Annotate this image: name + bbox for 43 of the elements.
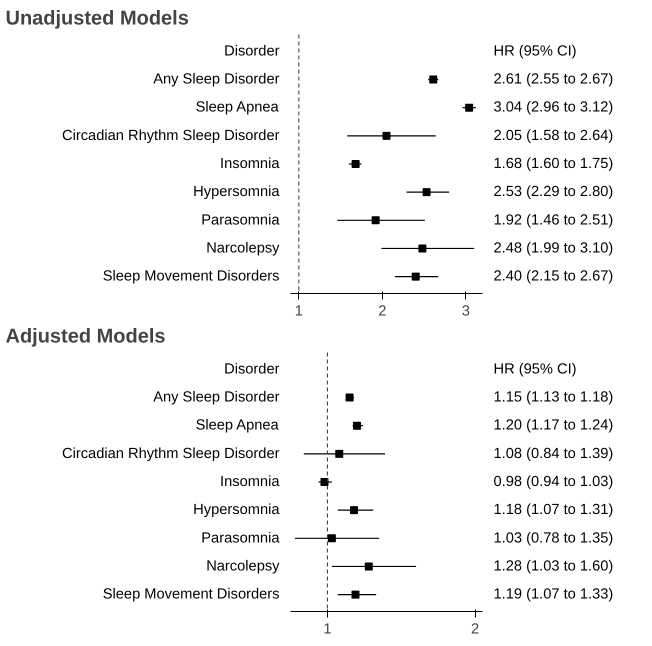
data-label: 1.15 (1.13 to 1.18): [494, 390, 614, 406]
y-tick-label: Parasomnia: [201, 530, 280, 546]
y-tick-label: Insomnia: [220, 156, 280, 172]
data-label: 2.61 (2.55 to 2.67): [494, 72, 614, 88]
text: Adjusted Models: [6, 326, 166, 348]
data-label: 3.04 (2.96 to 3.12): [494, 100, 614, 116]
y-tick-label: Hypersomnia: [193, 502, 280, 518]
text: Disorder: [224, 43, 280, 60]
y-tick-label: Narcolepsy: [206, 558, 280, 574]
y-tick-label: Circadian Rhythm Sleep Disorder: [62, 446, 280, 462]
x-tick-label: 2: [378, 304, 386, 320]
y-tick-label: Any Sleep Disorder: [153, 390, 280, 406]
y-tick-label: Sleep Apnea: [196, 100, 280, 116]
y-tick-label: Circadian Rhythm Sleep Disorder: [62, 128, 280, 144]
data-label: 1.68 (1.60 to 1.75): [494, 156, 614, 172]
text: Disorder: [224, 361, 280, 378]
data-label: 1.08 (0.84 to 1.39): [494, 446, 614, 462]
x-tick-label: 1: [323, 622, 332, 638]
data-label: 2.53 (2.29 to 2.80): [494, 184, 614, 200]
y-tick-label: Hypersomnia: [193, 184, 280, 200]
y-tick-label: Narcolepsy: [206, 240, 280, 256]
y-tick-label: Parasomnia: [201, 212, 280, 228]
data-label: 1.03 (0.78 to 1.35): [494, 530, 614, 546]
y-tick-label: Sleep Movement Disorders: [102, 268, 280, 285]
y-tick-label: Any Sleep Disorder: [153, 72, 280, 88]
data-label: 0.98 (0.94 to 1.03): [494, 474, 614, 490]
y-tick-label: Sleep Apnea: [196, 418, 280, 434]
data-label: 2.05 (1.58 to 2.64): [494, 128, 614, 144]
data-label: 2.48 (1.99 to 3.10): [494, 240, 614, 256]
data-label: 1.20 (1.17 to 1.24): [494, 418, 614, 434]
data-label: 1.92 (1.46 to 2.51): [494, 212, 614, 228]
x-tick-label: 1: [294, 304, 303, 320]
data-label: 1.19 (1.07 to 1.33): [494, 586, 614, 603]
text: Unadjusted Models: [6, 8, 189, 30]
text: HR (95% CI): [494, 361, 577, 378]
text: HR (95% CI): [494, 43, 577, 60]
x-tick-label: 3: [462, 304, 470, 320]
y-tick-label: Sleep Movement Disorders: [102, 586, 280, 603]
data-label: 1.28 (1.03 to 1.60): [494, 558, 614, 574]
x-tick-label: 2: [471, 622, 480, 638]
y-tick-label: Insomnia: [220, 474, 280, 490]
data-label: 1.18 (1.07 to 1.31): [494, 502, 614, 518]
data-label: 2.40 (2.15 to 2.67): [494, 268, 614, 285]
